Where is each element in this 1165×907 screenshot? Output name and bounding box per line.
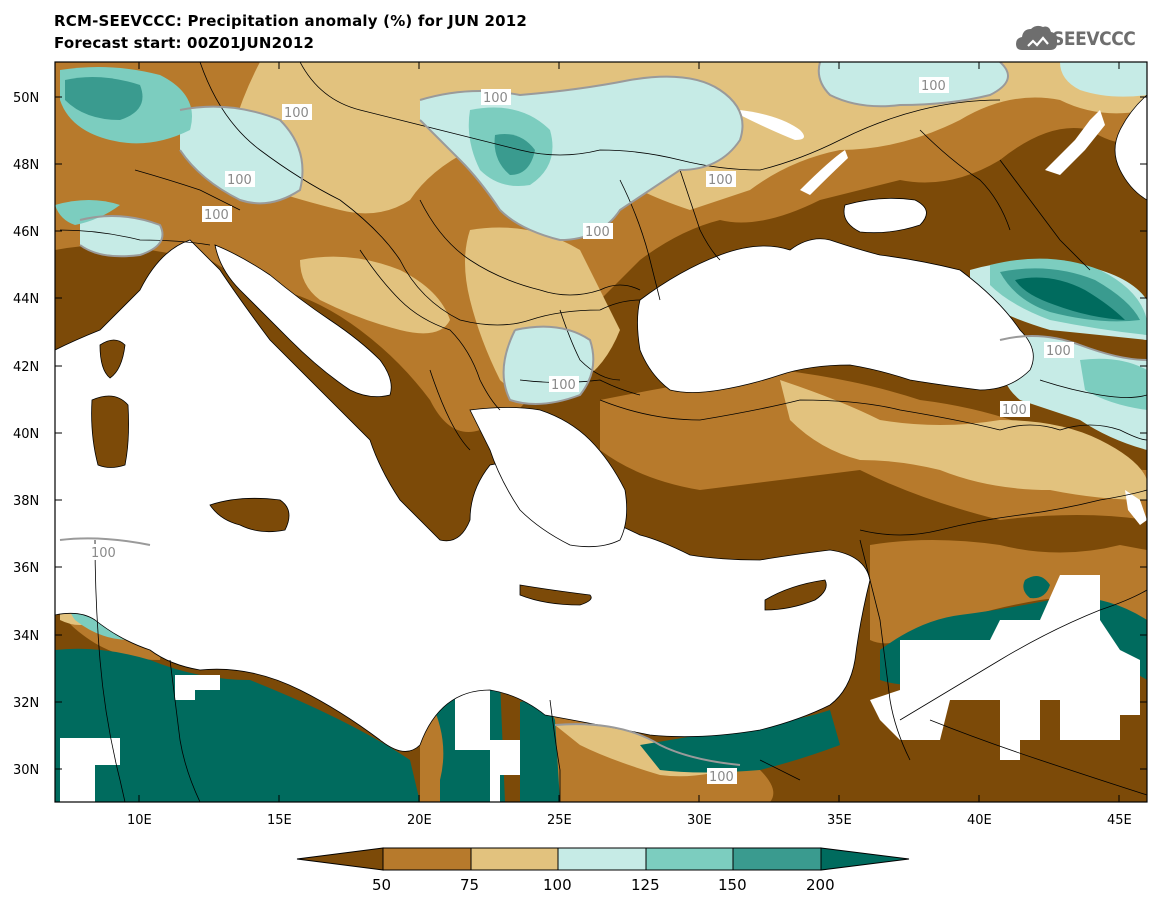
colorbar-tick-label: 50 [372, 876, 391, 894]
lon-label: 30E [687, 813, 712, 828]
colorbar-ticks: 50 75 100 125 150 200 [372, 876, 835, 894]
colorbar-segment [470, 847, 559, 871]
colorbar-tick-label: 200 [806, 876, 835, 894]
lon-label: 40E [967, 813, 992, 828]
contour-label: 100 [1002, 403, 1027, 418]
contour-label: 100 [284, 106, 309, 121]
country-borders [59, 62, 1147, 802]
colorbar-segment [557, 847, 647, 871]
lat-label: 36N [13, 561, 39, 576]
map-title: RCM-SEEVCCC: Precipitation anomaly (%) f… [54, 12, 528, 30]
contour-label: 100 [921, 79, 946, 94]
lat-label: 50N [13, 91, 39, 106]
lat-label: 38N [13, 494, 39, 509]
lon-label: 25E [547, 813, 572, 828]
colorbar-segment [732, 847, 822, 871]
contour-label: 100 [709, 770, 734, 785]
colorbar-tick-label: 150 [718, 876, 747, 894]
colorbar [296, 847, 910, 871]
lat-label: 42N [13, 360, 39, 375]
islands [91, 339, 827, 611]
lon-label: 20E [407, 813, 432, 828]
colorbar-segment [296, 847, 384, 871]
contour-label: 100 [551, 378, 576, 393]
lat-label: 46N [13, 225, 39, 240]
colorbar-tick-label: 75 [460, 876, 479, 894]
logo-text: SEEVCCC [1052, 28, 1136, 50]
lat-label: 40N [13, 427, 39, 442]
cloud-logo-icon [1016, 25, 1058, 50]
colorbar-segment [820, 847, 910, 871]
lon-label: 35E [827, 813, 852, 828]
contour-label: 100 [1046, 344, 1071, 359]
contour-label: 100 [91, 546, 116, 561]
no-data-areas [60, 110, 1147, 802]
contour-label: 100 [204, 208, 229, 223]
lat-label: 44N [13, 292, 39, 307]
lon-label: 45E [1107, 813, 1132, 828]
contour-labels: 100 100 100 100 100 100 100 100 100 100 … [89, 77, 1074, 785]
lat-label: 34N [13, 629, 39, 644]
lat-label: 30N [13, 763, 39, 778]
contour-label: 100 [708, 173, 733, 188]
sea-areas [55, 94, 1147, 752]
lat-label: 32N [13, 696, 39, 711]
map-frame [54, 61, 1148, 803]
colorbar-tick-label: 100 [543, 876, 572, 894]
colorbar-segment [645, 847, 734, 871]
lon-label: 15E [267, 813, 292, 828]
contour-label: 100 [483, 91, 508, 106]
forecast-start-label: Forecast start: 00Z01JUN2012 [54, 34, 315, 52]
lon-label: 10E [127, 813, 152, 828]
contour-100 [59, 62, 1147, 766]
lat-label: 48N [13, 158, 39, 173]
contour-label: 100 [227, 173, 252, 188]
longitude-axis: 10E 15E 20E 25E 30E 35E 40E 45E [127, 62, 1132, 828]
latitude-axis: 50N 48N 46N 44N 42N 40N 38N 36N 34N 32N … [13, 91, 1147, 778]
colorbar-tick-label: 125 [631, 876, 660, 894]
map-plot-area: 100 100 100 100 100 100 100 100 100 100 … [55, 62, 1147, 802]
contour-label: 100 [585, 225, 610, 240]
colorbar-segment [382, 847, 472, 871]
